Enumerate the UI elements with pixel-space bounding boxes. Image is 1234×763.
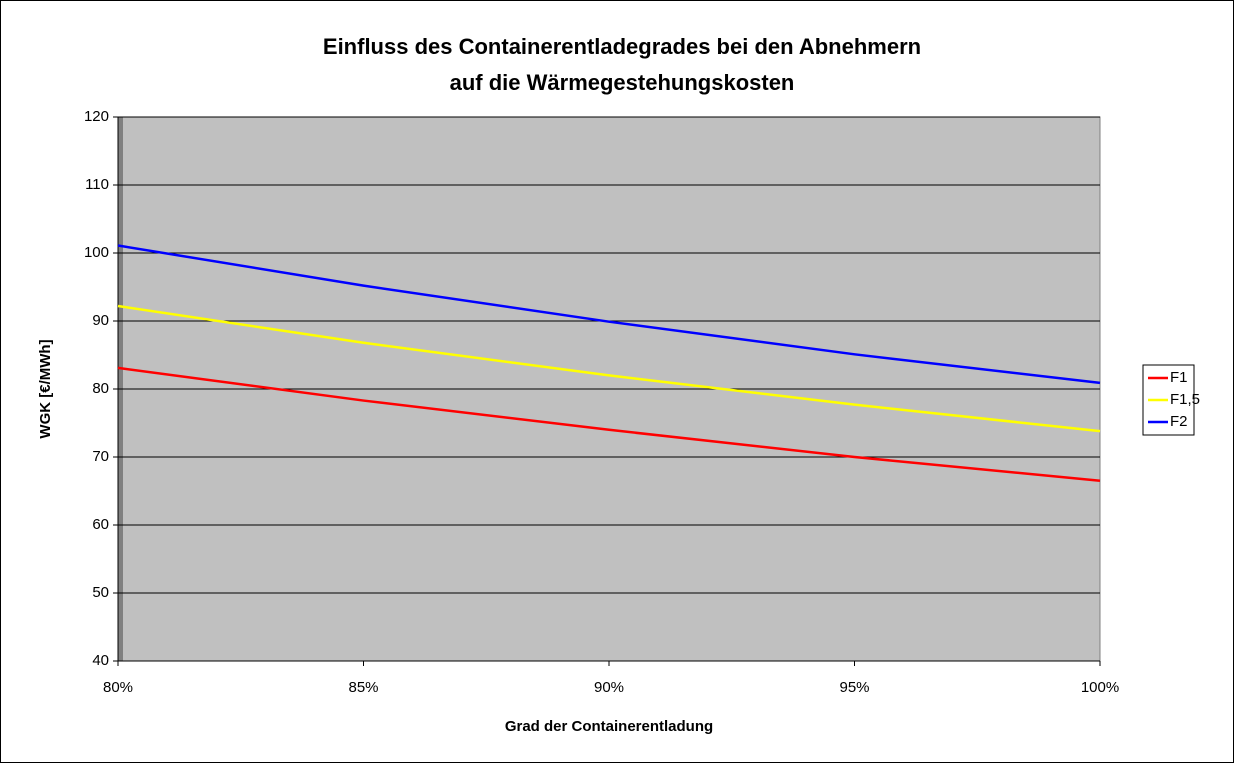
series-line	[117, 304, 1101, 433]
y-tick-label: 50	[92, 584, 109, 601]
y-axis-title: WGK [€/MWh]	[37, 339, 54, 438]
y-tick-label: 100	[84, 244, 109, 261]
y-tick-label: 90	[92, 312, 109, 329]
legend-label: F1	[1170, 369, 1188, 386]
x-tick-label: 95%	[839, 679, 869, 696]
legend-label: F2	[1170, 413, 1188, 430]
y-tick-label: 80	[92, 380, 109, 397]
y-tick-label: 40	[92, 652, 109, 669]
chart-title: Einfluss des Containerentladegrades bei …	[323, 34, 921, 59]
y-tick-label: 120	[84, 108, 109, 125]
chart-title: auf die Wärmegestehungskosten	[450, 70, 795, 95]
x-tick-label: 100%	[1081, 679, 1119, 696]
x-axis-title: Grad der Containerentladung	[505, 718, 713, 735]
legend-label: F1,5	[1170, 391, 1200, 408]
x-tick-label: 90%	[594, 679, 624, 696]
series-line	[117, 244, 1101, 385]
series-line	[117, 366, 1101, 483]
y-tick-label: 70	[92, 448, 109, 465]
y-tick-label: 110	[85, 176, 109, 193]
x-tick-label: 80%	[103, 679, 133, 696]
y-tick-label: 60	[92, 516, 109, 533]
x-tick-label: 85%	[348, 679, 378, 696]
